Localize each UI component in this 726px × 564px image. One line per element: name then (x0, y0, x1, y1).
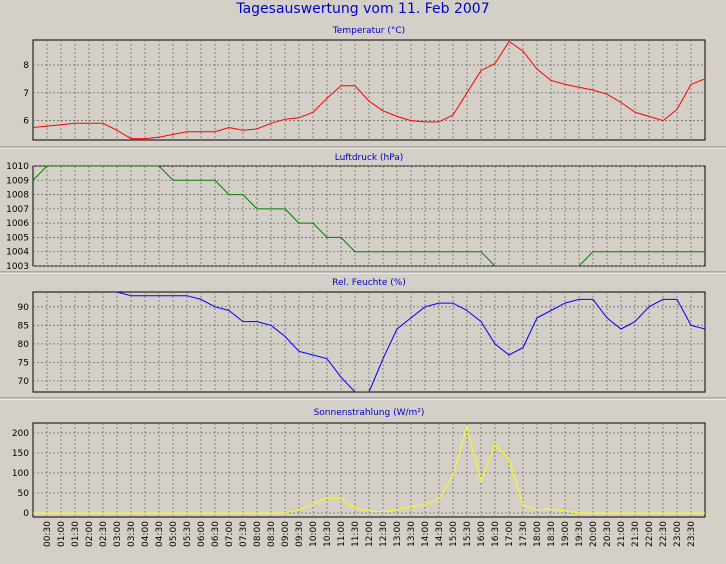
x-tick-label: 20:30 (603, 521, 613, 547)
x-tick-label: 18:30 (547, 521, 557, 547)
y-tick-label: 1004 (6, 248, 29, 258)
x-tick-label: 19:30 (575, 521, 585, 547)
y-tick-label: 100 (12, 469, 29, 479)
x-tick-label: 17:00 (505, 521, 515, 547)
x-tick-label: 10:00 (309, 521, 319, 547)
x-tick-label: 07:00 (225, 521, 235, 547)
x-tick-label: 10:30 (323, 521, 333, 547)
x-tick-label: 13:00 (393, 521, 403, 547)
x-tick-label: 02:00 (85, 521, 95, 547)
x-tick-label: 16:00 (477, 521, 487, 547)
y-tick-label: 1009 (6, 176, 29, 186)
y-tick-label: 1010 (6, 162, 29, 172)
y-tick-label: 150 (12, 449, 29, 459)
x-tick-label: 04:00 (141, 521, 151, 547)
y-tick-label: 1003 (6, 262, 29, 272)
x-tick-label: 23:30 (687, 521, 697, 547)
chart-title: Sonnenstrahlung (W/m²) (314, 408, 425, 418)
y-tick-label: 50 (18, 489, 30, 499)
y-tick-label: 200 (12, 429, 29, 439)
x-tick-label: 06:00 (197, 521, 207, 547)
y-tick-label: 7 (23, 89, 29, 99)
x-tick-label: 01:00 (57, 521, 67, 547)
series-line (115, 292, 705, 392)
y-tick-label: 1006 (6, 219, 29, 229)
x-tick-label: 14:30 (435, 521, 445, 547)
x-tick-label: 23:00 (673, 521, 683, 547)
x-tick-label: 09:00 (281, 521, 291, 547)
y-tick-label: 85 (18, 321, 29, 331)
x-tick-label: 22:30 (659, 521, 669, 547)
y-tick-label: 1007 (6, 205, 29, 215)
x-tick-label: 21:00 (617, 521, 627, 547)
y-tick-label: 80 (18, 340, 30, 350)
x-tick-label: 01:30 (71, 521, 81, 547)
y-tick-label: 1008 (6, 191, 29, 201)
series-line (33, 40, 705, 140)
series-line (33, 425, 705, 514)
y-tick-label: 6 (23, 117, 29, 127)
x-tick-label: 06:30 (211, 521, 221, 547)
x-tick-label: 12:00 (365, 521, 375, 547)
x-tick-label: 09:30 (295, 521, 305, 547)
x-tick-label: 14:00 (421, 521, 431, 547)
y-tick-label: 8 (23, 61, 29, 71)
x-tick-label: 05:30 (183, 521, 193, 547)
x-tick-label: 02:30 (99, 521, 109, 547)
x-tick-label: 07:30 (239, 521, 249, 547)
x-tick-label: 11:30 (351, 521, 361, 547)
y-tick-label: 75 (18, 358, 29, 368)
x-tick-label: 08:30 (267, 521, 277, 547)
x-tick-label: 21:30 (631, 521, 641, 547)
x-tick-label: 17:30 (519, 521, 529, 547)
x-tick-label: 20:00 (589, 521, 599, 547)
x-tick-label: 22:00 (645, 521, 655, 547)
x-tick-label: 08:00 (253, 521, 263, 547)
chart-title: Temperatur (°C) (332, 26, 405, 36)
y-tick-label: 0 (23, 509, 29, 519)
plot-area (32, 422, 706, 518)
y-tick-label: 1005 (6, 233, 29, 243)
x-tick-label: 16:30 (491, 521, 501, 547)
x-tick-label: 00:30 (43, 521, 53, 547)
x-tick-label: 11:00 (337, 521, 347, 547)
y-tick-label: 70 (18, 377, 30, 387)
x-tick-label: 18:00 (533, 521, 543, 547)
x-tick-label: 05:00 (169, 521, 179, 547)
x-tick-label: 03:30 (127, 521, 137, 547)
x-tick-label: 15:30 (463, 521, 473, 547)
x-tick-label: 04:30 (155, 521, 165, 547)
x-tick-label: 12:30 (379, 521, 389, 547)
series-line (33, 166, 705, 266)
chart-title: Luftdruck (hPa) (335, 153, 404, 163)
page-title: Tagesauswertung vom 11. Feb 2007 (236, 1, 490, 17)
x-tick-label: 15:00 (449, 521, 459, 547)
chart-title: Rel. Feuchte (%) (332, 278, 406, 288)
x-tick-label: 19:00 (561, 521, 571, 547)
x-tick-label: 03:00 (113, 521, 123, 547)
y-tick-label: 90 (18, 303, 30, 313)
x-tick-label: 13:30 (407, 521, 417, 547)
